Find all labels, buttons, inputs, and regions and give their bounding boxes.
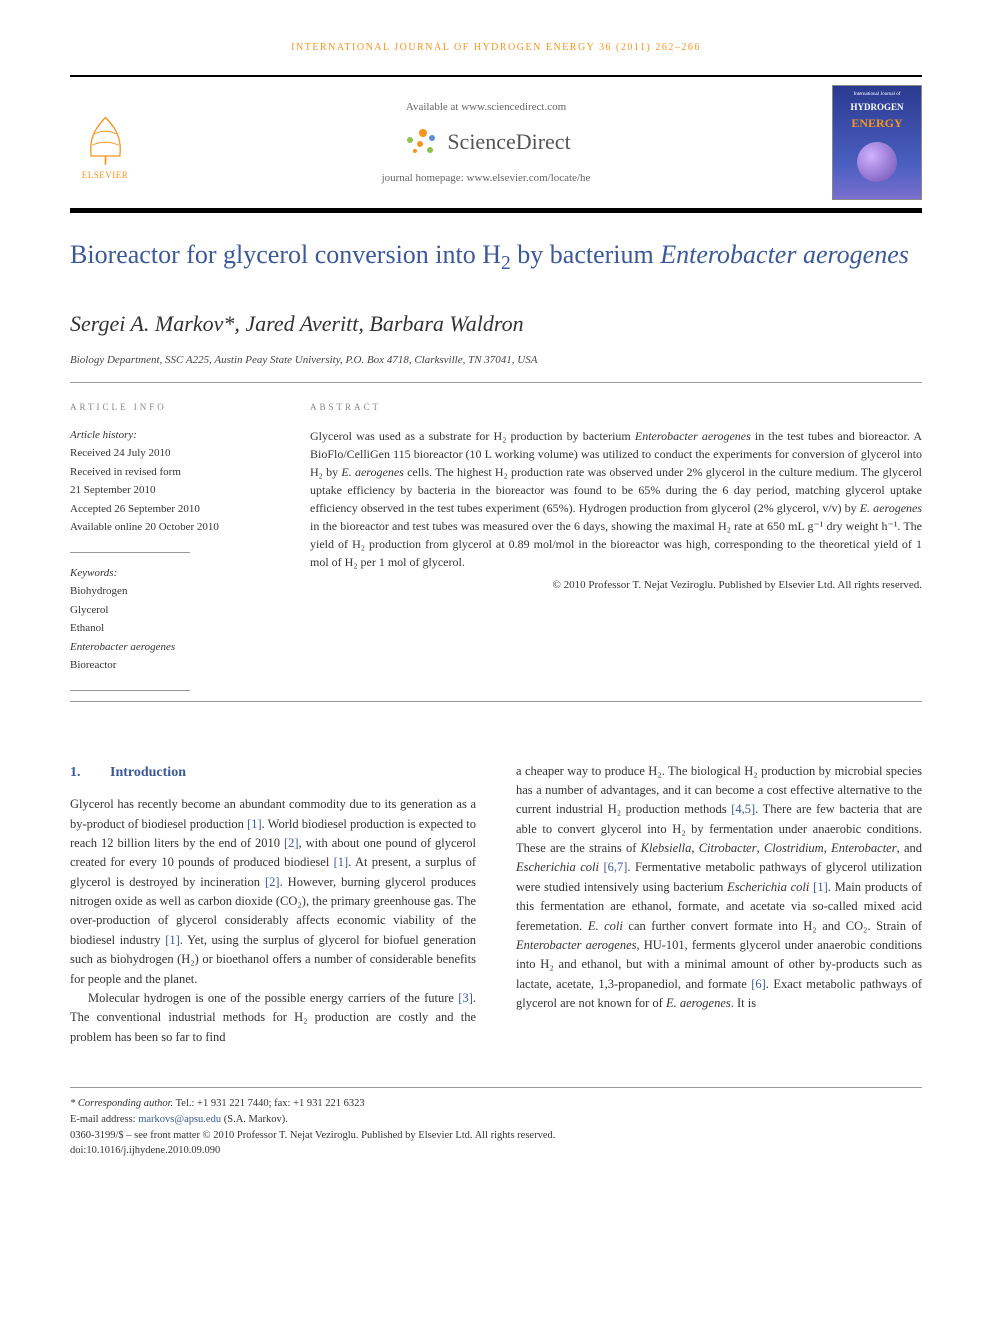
keyword: Enterobacter aerogenes <box>70 639 270 656</box>
author-list: Sergei A. Markov*, Jared Averitt, Barbar… <box>70 307 922 340</box>
section-number: 1. <box>70 762 110 784</box>
corresponding-author-line: * Corresponding author. Tel.: +1 931 221… <box>70 1096 922 1112</box>
email-link[interactable]: markovs@apsu.edu <box>138 1114 221 1125</box>
cover-title2: ENERGY <box>851 114 902 132</box>
sciencedirect-logo: ScienceDirect <box>160 125 812 158</box>
info-divider <box>70 690 190 691</box>
paragraph: Glycerol has recently become an abundant… <box>70 795 476 989</box>
keyword: Bioreactor <box>70 657 270 674</box>
history-revised-date: 21 September 2010 <box>70 482 270 499</box>
body-column-right: a cheaper way to produce H₂. The biologi… <box>516 762 922 1048</box>
journal-homepage-line: journal homepage: www.elsevier.com/locat… <box>160 170 812 187</box>
history-label: Article history: <box>70 427 270 444</box>
sciencedirect-dots-icon <box>401 127 441 157</box>
article-history-block: Article history: Received 24 July 2010 R… <box>70 427 270 536</box>
article-info-column: ARTICLE INFO Article history: Received 2… <box>70 401 270 691</box>
cover-title1: HYDROGEN <box>850 101 903 115</box>
paragraph: Molecular hydrogen is one of the possibl… <box>70 989 476 1047</box>
cover-supertitle: International Journal of <box>854 91 901 99</box>
body-text: 1.Introduction Glycerol has recently bec… <box>70 762 922 1048</box>
divider <box>70 701 922 702</box>
section-heading: 1.Introduction <box>70 762 476 784</box>
abstract-text: Glycerol was used as a substrate for H₂ … <box>310 427 922 571</box>
keyword: Biohydrogen <box>70 583 270 600</box>
abstract-copyright: © 2010 Professor T. Nejat Veziroglu. Pub… <box>310 577 922 594</box>
email-line: E-mail address: markovs@apsu.edu (S.A. M… <box>70 1112 922 1128</box>
section-title: Introduction <box>110 765 186 780</box>
masthead: ELSEVIER Available at www.sciencedirect.… <box>70 75 922 213</box>
keyword: Ethanol <box>70 620 270 637</box>
keywords-block: Keywords: Biohydrogen Glycerol Ethanol E… <box>70 565 270 674</box>
info-divider <box>70 552 190 553</box>
history-received: Received 24 July 2010 <box>70 445 270 462</box>
elsevier-logo: ELSEVIER <box>70 103 140 183</box>
footer-block: * Corresponding author. Tel.: +1 931 221… <box>70 1087 922 1159</box>
journal-cover-thumbnail: International Journal of HYDROGEN ENERGY <box>832 85 922 200</box>
keywords-label: Keywords: <box>70 565 270 582</box>
article-title: Bioreactor for glycerol conversion into … <box>70 238 922 277</box>
available-at-line: Available at www.sciencedirect.com <box>160 99 812 116</box>
history-online: Available online 20 October 2010 <box>70 519 270 536</box>
doi-line: doi:10.1016/j.ijhydene.2010.09.090 <box>70 1143 922 1159</box>
sciencedirect-wordmark: ScienceDirect <box>447 125 570 158</box>
body-column-left: 1.Introduction Glycerol has recently bec… <box>70 762 476 1048</box>
front-matter-line: 0360-3199/$ – see front matter © 2010 Pr… <box>70 1128 922 1144</box>
article-info-heading: ARTICLE INFO <box>70 401 270 415</box>
cover-planet-graphic <box>857 142 897 182</box>
affiliation: Biology Department, SSC A225, Austin Pea… <box>70 352 922 369</box>
abstract-heading: ABSTRACT <box>310 401 922 415</box>
keyword: Glycerol <box>70 602 270 619</box>
abstract-column: ABSTRACT Glycerol was used as a substrat… <box>310 401 922 691</box>
running-head: INTERNATIONAL JOURNAL OF HYDROGEN ENERGY… <box>70 40 922 55</box>
history-accepted: Accepted 26 September 2010 <box>70 501 270 518</box>
elsevier-tree-icon <box>78 112 133 167</box>
elsevier-brand-text: ELSEVIER <box>82 169 129 183</box>
history-revised-label: Received in revised form <box>70 464 270 481</box>
paragraph: a cheaper way to produce H₂. The biologi… <box>516 762 922 1014</box>
